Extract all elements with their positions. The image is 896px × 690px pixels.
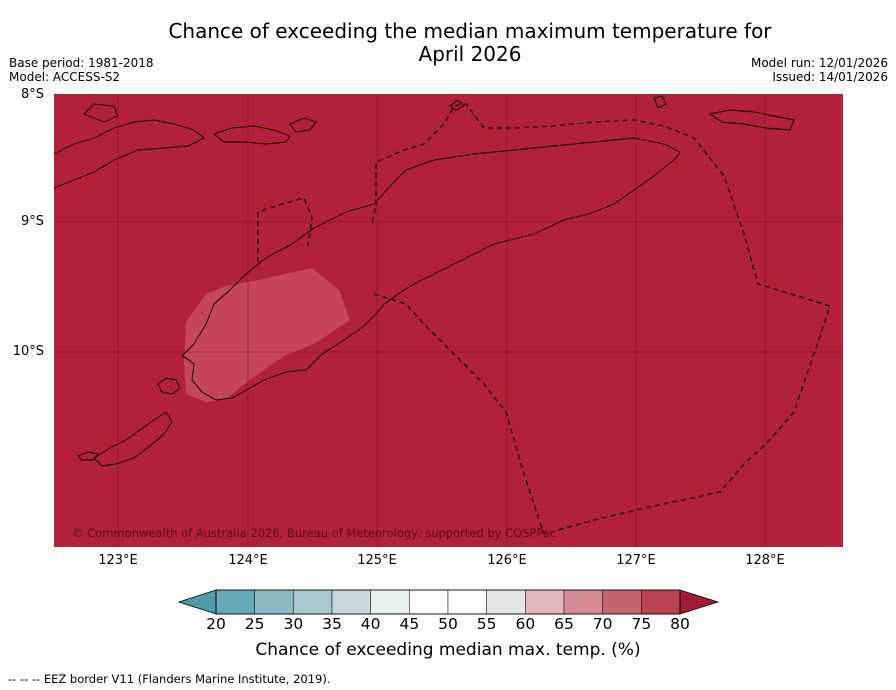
colorbar-cell bbox=[447, 589, 487, 615]
lon-label-123e: 123°E bbox=[98, 553, 138, 568]
colorbar-tick-label: 45 bbox=[399, 615, 420, 633]
colorbar-cell bbox=[293, 589, 333, 615]
colorbar-under-arrow bbox=[178, 589, 217, 615]
base-period-text: Base period: 1981-2018 bbox=[9, 56, 154, 70]
coastlines bbox=[54, 95, 795, 467]
colorbar-tick-label: 65 bbox=[554, 615, 574, 633]
lon-label-125e: 125°E bbox=[357, 553, 397, 568]
eez-border bbox=[257, 103, 831, 535]
meta-left: Base period: 1981-2018 Model: ACCESS-S2 bbox=[9, 56, 154, 84]
footer-note: -- -- -- EEZ border V11 (Flanders Marine… bbox=[8, 672, 331, 686]
issued-text: Issued: 14/01/2026 bbox=[772, 70, 888, 84]
lon-label-127e: 127°E bbox=[616, 553, 656, 568]
model-text: Model: ACCESS-S2 bbox=[9, 70, 121, 84]
colorbar-cell bbox=[215, 589, 255, 615]
eez-timor-sea-boundary bbox=[371, 103, 831, 535]
colorbar-tick-label: 40 bbox=[360, 615, 381, 633]
probability-patch bbox=[184, 268, 350, 402]
colorbar-cell bbox=[602, 589, 642, 615]
colorbar-cell bbox=[370, 589, 410, 615]
colorbar-outline bbox=[215, 589, 681, 615]
colorbar bbox=[178, 589, 720, 615]
lon-label-128e: 128°E bbox=[745, 553, 785, 568]
atauro-coast bbox=[653, 95, 667, 109]
sumba-coast bbox=[93, 411, 173, 467]
islet-coast bbox=[449, 99, 465, 111]
colorbar-tick-label: 75 bbox=[631, 615, 652, 633]
colorbar-cell bbox=[409, 589, 449, 615]
colorbar-tick-label: 50 bbox=[438, 615, 458, 633]
wetar-coast bbox=[708, 109, 795, 131]
flores-coast bbox=[54, 119, 205, 189]
lon-label-124e: 124°E bbox=[228, 553, 268, 568]
colorbar-cell bbox=[641, 589, 681, 615]
colorbar-tick-label: 30 bbox=[283, 615, 304, 633]
colorbar-tick-label: 70 bbox=[592, 615, 613, 633]
colorbar-cell bbox=[254, 589, 294, 615]
colorbar-cell bbox=[525, 589, 565, 615]
colorbar-cell bbox=[331, 589, 371, 615]
map-panel: © Commonwealth of Australia 2026, Bureau… bbox=[54, 94, 843, 547]
lon-label-126e: 126°E bbox=[487, 553, 527, 568]
colorbar-tick-label: 20 bbox=[206, 615, 226, 633]
colorbar-cell bbox=[563, 589, 603, 615]
colorbar-cells bbox=[215, 589, 681, 615]
probability-fill bbox=[54, 94, 843, 547]
model-run-text: Model run: 12/01/2026 bbox=[750, 56, 888, 70]
pantar-island-coast bbox=[289, 117, 317, 133]
colorbar-title: Chance of exceeding median max. temp. (%… bbox=[255, 640, 641, 660]
lat-label-8s: 8°S bbox=[20, 87, 44, 102]
meta-right: Model run: 12/01/2026 Issued: 14/01/2026 bbox=[751, 56, 888, 84]
timor-coast bbox=[181, 137, 681, 401]
colorbar-tick-label: 25 bbox=[244, 615, 265, 633]
lat-label-10s: 10°S bbox=[12, 344, 44, 359]
chart-title: Chance of exceeding the median maximum t… bbox=[0, 20, 896, 66]
rote-island-coast bbox=[157, 377, 181, 395]
title-line-1: Chance of exceeding the median maximum t… bbox=[168, 19, 772, 43]
flores-islet-coast bbox=[83, 103, 119, 123]
colorbar-tick-label: 60 bbox=[515, 615, 536, 633]
title-line-2: April 2026 bbox=[418, 42, 522, 66]
colorbar-tick-label: 55 bbox=[476, 615, 497, 633]
colorbar-over-arrow bbox=[679, 589, 720, 615]
copyright-text: © Commonwealth of Australia 2026, Bureau… bbox=[72, 526, 556, 540]
lat-label-9s: 9°S bbox=[20, 214, 44, 229]
colorbar-cell bbox=[486, 589, 526, 615]
colorbar-tick-label: 80 bbox=[670, 615, 690, 633]
alor-island-coast bbox=[213, 125, 291, 145]
colorbar-tick-label: 35 bbox=[322, 615, 342, 633]
